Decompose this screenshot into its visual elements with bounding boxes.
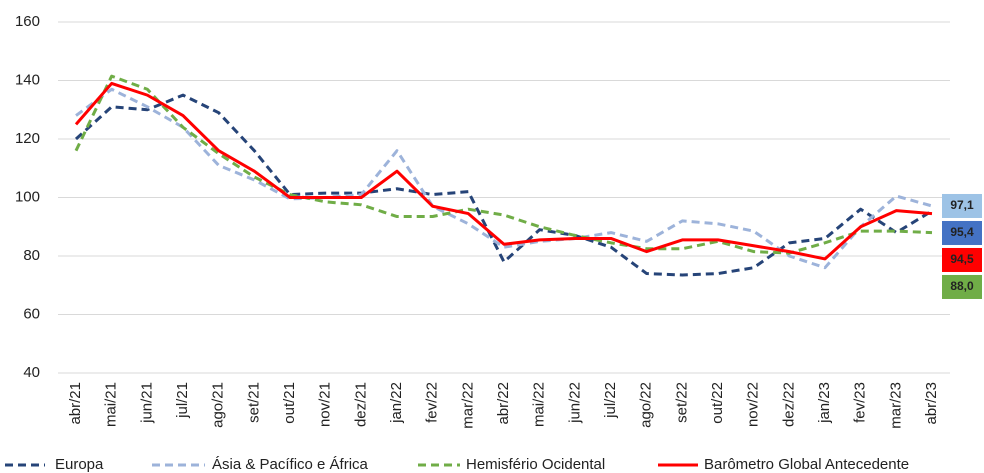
x-tick-label: jul/21 bbox=[174, 382, 191, 419]
series-line bbox=[75, 87, 933, 270]
x-tick-label: mar/23 bbox=[887, 382, 904, 429]
x-tick-label: mar/22 bbox=[459, 382, 476, 429]
x-tick-label: ago/21 bbox=[210, 382, 227, 428]
x-tick-label: fev/22 bbox=[424, 382, 441, 423]
x-tick-label: out/22 bbox=[709, 382, 726, 424]
legend-label: Hemisfério Ocidental bbox=[466, 456, 605, 473]
x-tick-label: out/21 bbox=[281, 382, 298, 424]
x-tick-label: jun/22 bbox=[566, 382, 583, 424]
x-tick-label: set/21 bbox=[245, 382, 262, 423]
x-tick-label: set/22 bbox=[673, 382, 690, 423]
value-label-box bbox=[942, 247, 982, 272]
series-line bbox=[74, 81, 933, 261]
y-tick-label: 40 bbox=[23, 364, 40, 381]
y-tick-label: 160 bbox=[15, 13, 40, 30]
y-tick-label: 80 bbox=[23, 247, 40, 264]
y-tick-label: 100 bbox=[15, 188, 40, 205]
x-tick-label: abr/22 bbox=[495, 382, 512, 425]
value-label: 94,5 bbox=[950, 252, 974, 266]
x-tick-label: nov/21 bbox=[317, 382, 334, 427]
x-tick-label: mai/22 bbox=[531, 382, 548, 427]
x-tick-label: jul/22 bbox=[602, 382, 619, 419]
legend-label: Barômetro Global Antecedente bbox=[704, 456, 909, 473]
x-tick-label: abr/23 bbox=[923, 382, 940, 425]
x-tick-label: nov/22 bbox=[745, 382, 762, 427]
x-tick-label: mai/21 bbox=[103, 382, 120, 427]
series-line bbox=[74, 74, 933, 255]
x-tick-label: ago/22 bbox=[638, 382, 655, 428]
value-label: 88,0 bbox=[950, 279, 974, 293]
legend-label: Europa bbox=[55, 456, 104, 473]
x-tick-label: jun/21 bbox=[138, 382, 155, 424]
value-label-box bbox=[942, 274, 982, 299]
x-tick-label: jan/23 bbox=[816, 382, 833, 424]
y-tick-label: 140 bbox=[15, 71, 40, 88]
value-label-box bbox=[942, 193, 982, 218]
x-tick-label: dez/22 bbox=[780, 382, 797, 427]
legend-label: Ásia & Pacífico e África bbox=[212, 456, 369, 473]
x-tick-label: abr/21 bbox=[67, 382, 84, 425]
value-label: 95,4 bbox=[950, 225, 974, 239]
value-label: 97,1 bbox=[950, 198, 974, 212]
series-line bbox=[74, 93, 933, 277]
x-tick-label: jan/22 bbox=[388, 382, 405, 424]
value-label-box bbox=[942, 220, 982, 245]
x-tick-label: dez/21 bbox=[352, 382, 369, 427]
y-tick-label: 120 bbox=[15, 130, 40, 147]
y-tick-label: 60 bbox=[23, 305, 40, 322]
x-tick-label: fev/23 bbox=[852, 382, 869, 423]
